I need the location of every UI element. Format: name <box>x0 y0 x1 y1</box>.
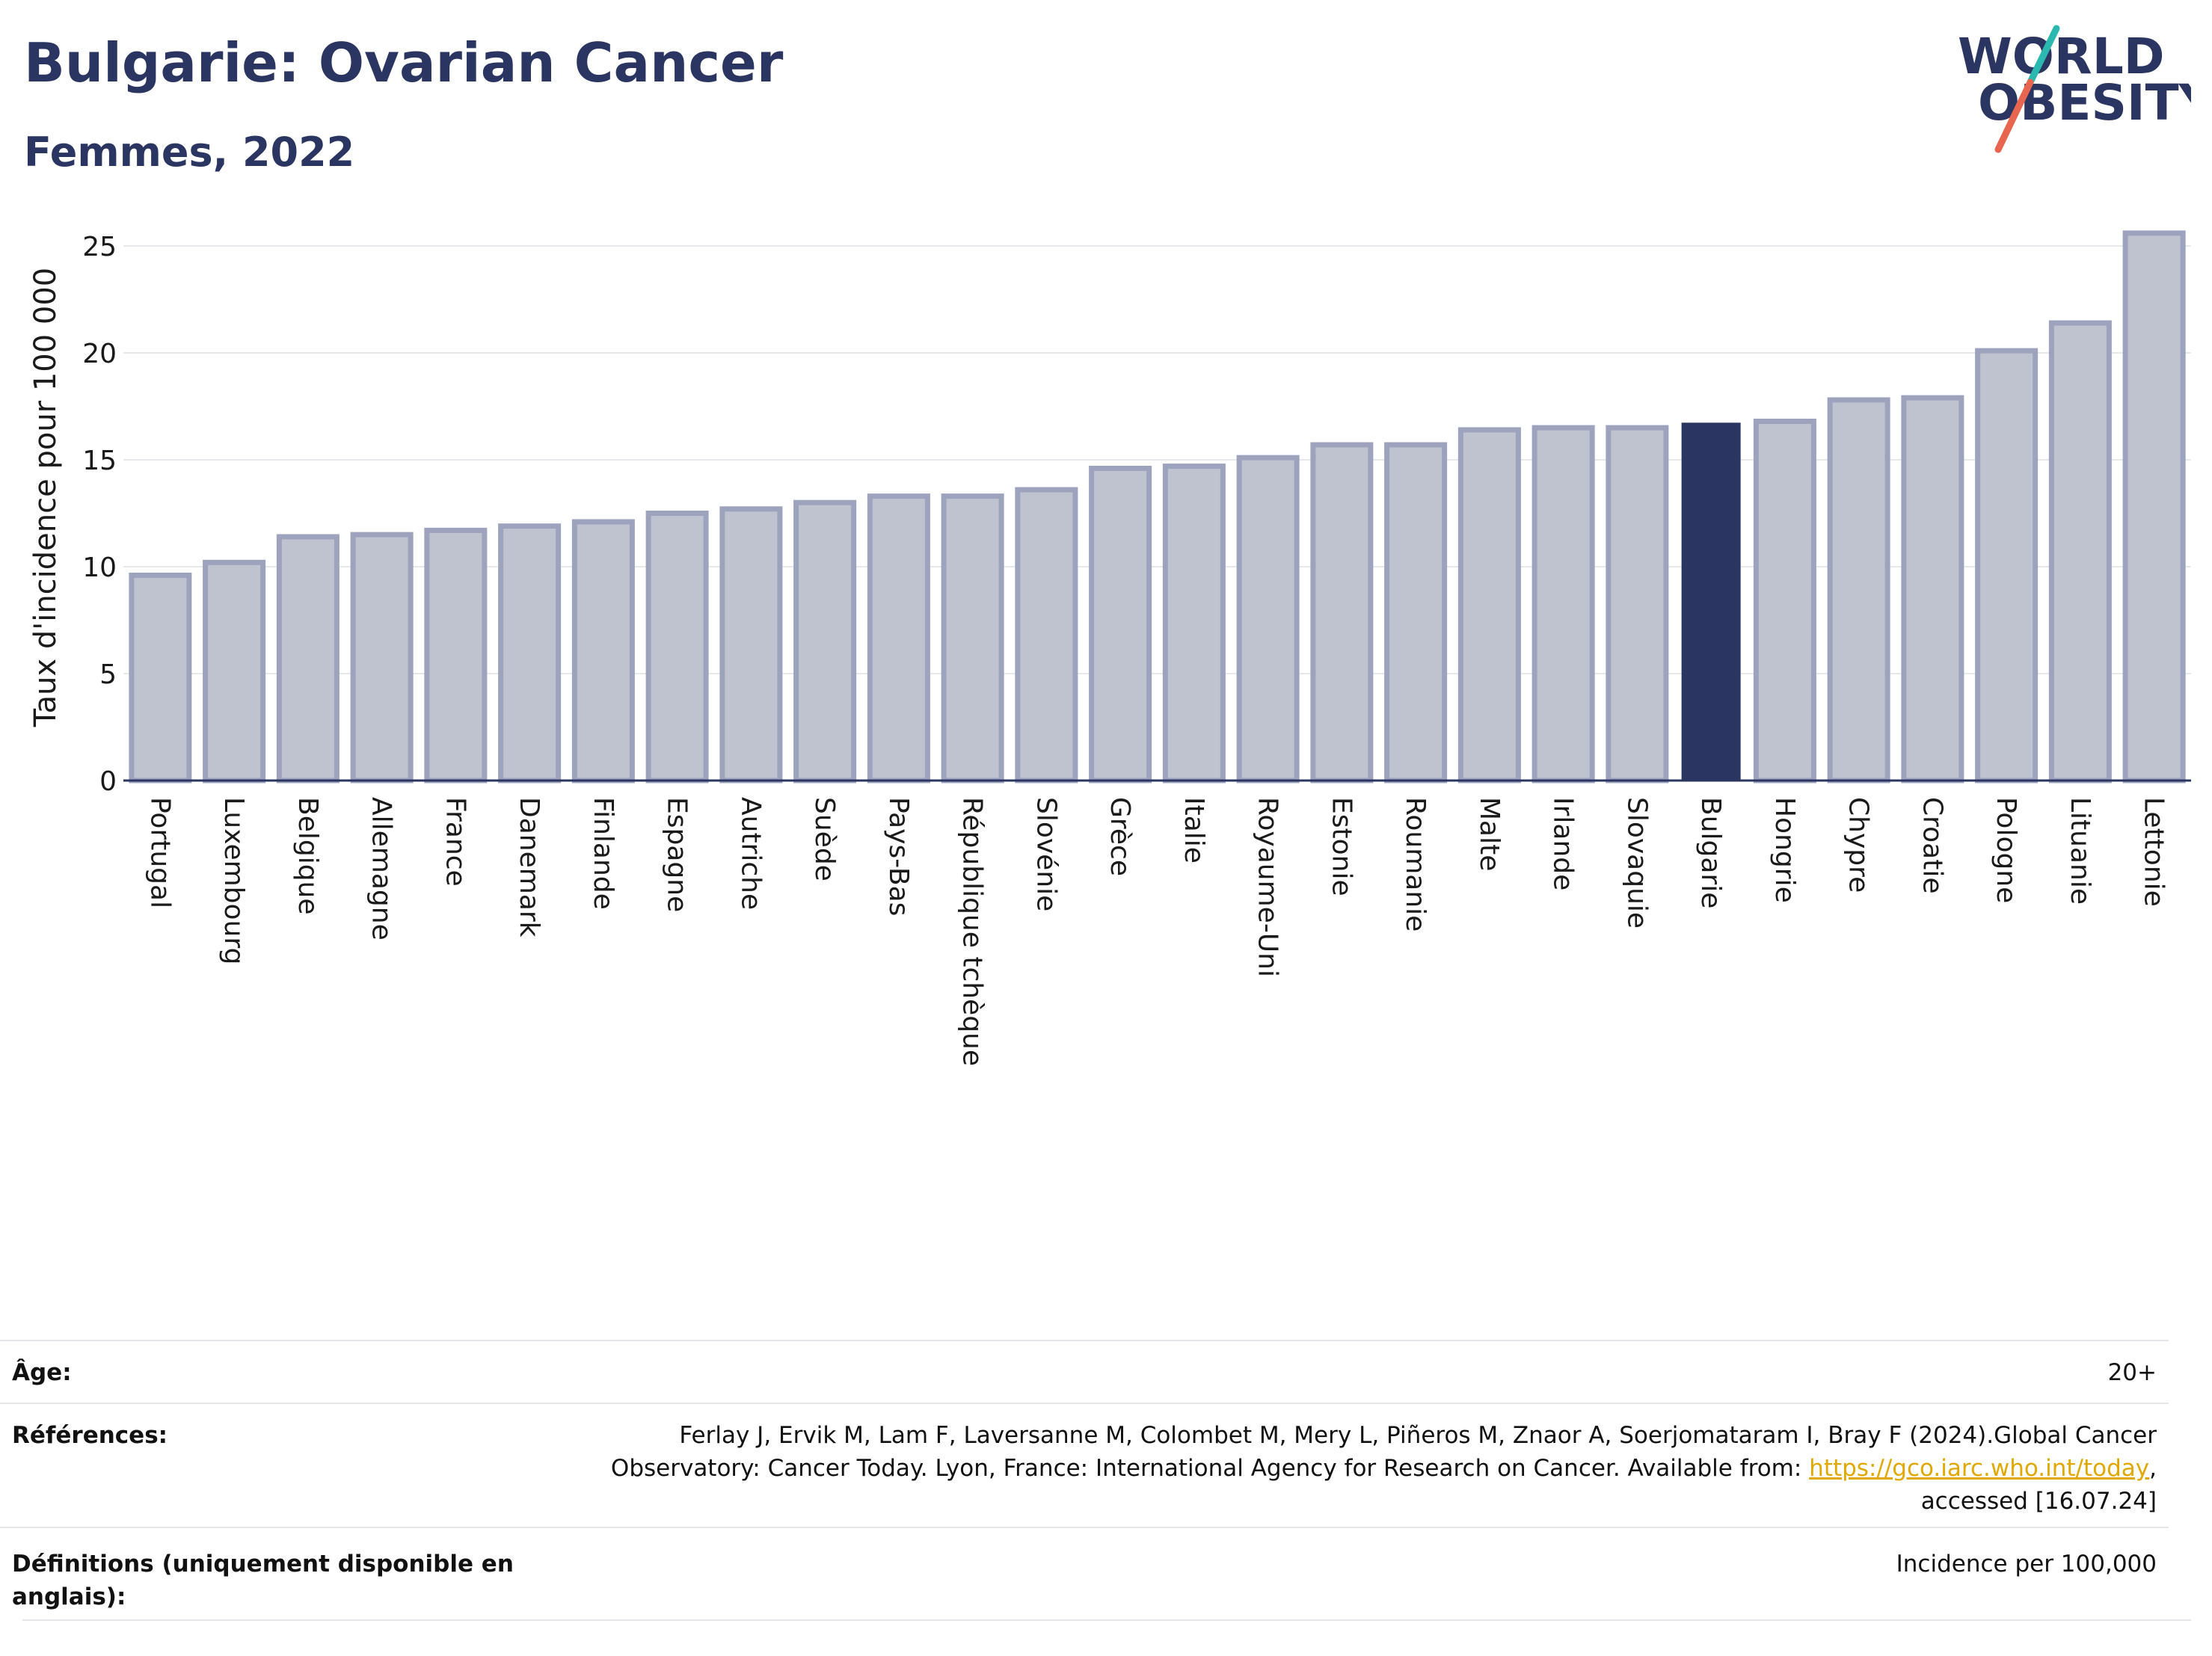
x-tick-label: Belgique <box>292 797 323 915</box>
y-tick-label: 0 <box>99 766 117 797</box>
x-tick-label: Roumanie <box>1400 797 1431 932</box>
bar-république-tchèque <box>941 493 1004 784</box>
axes: 0 5 10 15 20 25 Portugal Luxembourg Belgique Alle… <box>82 232 2191 1066</box>
references-line-1: Ferlay J, Ervik M, Lam F, Laversanne M, … <box>679 1422 2157 1449</box>
bar-grèce <box>1089 465 1152 784</box>
x-tick-label: Malte <box>1474 797 1505 871</box>
x-tick-label: Danemark <box>514 797 544 938</box>
bar-slovénie <box>1015 487 1078 784</box>
bar-slovaquie <box>1606 425 1669 784</box>
bar-chypre <box>1827 397 1890 784</box>
x-tick-label: Hongrie <box>1769 797 1800 903</box>
bar-estonie <box>1310 442 1374 784</box>
meta-bottom-divider <box>22 1619 2191 1621</box>
age-value: 20+ <box>2107 1359 2157 1386</box>
x-tick-label: Pays-Bas <box>883 797 914 916</box>
x-tick-label: Suède <box>809 797 840 881</box>
bar-allemagne <box>350 532 414 784</box>
age-label: Âge: <box>12 1359 72 1386</box>
y-tick-label: 15 <box>82 446 117 476</box>
x-tick-label: Italie <box>1179 797 1209 864</box>
x-tick-label: France <box>440 797 470 887</box>
x-tick-label: Luxembourg <box>218 797 249 964</box>
x-tick-label: Lettonie <box>2139 797 2169 907</box>
y-tick-label: 5 <box>99 659 117 690</box>
bar-italie <box>1162 464 1226 784</box>
bar-malte <box>1457 427 1521 784</box>
bar-pologne <box>1975 348 2039 784</box>
page-subtitle: Femmes, 2022 <box>24 129 355 176</box>
bar-france <box>424 527 488 784</box>
world-obesity-logo: WORLD OBESITY <box>1958 25 2191 153</box>
references-value: Ferlay J, Ervik M, Lam F, Laversanne M, … <box>586 1419 2157 1518</box>
y-axis-title: Taux d'incidence pour 100 000 <box>28 268 63 727</box>
bar-roumanie <box>1384 442 1448 784</box>
logo-line1: WORLD <box>1958 28 2165 85</box>
bar-royaume-uni <box>1236 455 1300 784</box>
bar-bulgarie <box>1681 422 1741 781</box>
x-tick-label: Chypre <box>1843 797 1874 893</box>
y-tick-label: 20 <box>82 339 117 369</box>
bar-hongrie <box>1753 419 1816 784</box>
bar-croatie <box>1901 395 1964 784</box>
x-tick-label: Finlande <box>588 797 618 910</box>
references-line-3: accessed [16.07.24] <box>1920 1488 2157 1515</box>
definitions-label: Définitions (uniquement disponible en an… <box>12 1551 514 1610</box>
y-tick-label: 10 <box>82 552 117 583</box>
bar-portugal <box>129 572 192 784</box>
x-tick-label: Espagne <box>662 797 692 912</box>
x-tick-label: Croatie <box>1917 797 1947 894</box>
bar-luxembourg <box>203 559 266 784</box>
logo-slash-bottom <box>1994 79 2034 153</box>
meta-row-definitions: Définitions (uniquement disponible en an… <box>0 1527 2169 1621</box>
x-tick-label: Autriche <box>735 797 766 910</box>
x-tick-label: Irlande <box>1548 797 1579 890</box>
x-tick-label: Slovénie <box>1030 797 1061 911</box>
bar-lettonie <box>2122 230 2186 784</box>
x-tick-label: Allemagne <box>366 797 397 941</box>
bar-pays-bas <box>867 493 930 784</box>
x-tick-label: Slovaquie <box>1621 797 1652 929</box>
logo-slash-top <box>2027 25 2060 86</box>
x-tick-label: Pologne <box>1991 797 2021 903</box>
x-tick-label: Bulgarie <box>1695 797 1726 908</box>
references-line-2-text: Observatory: Cancer Today. Lyon, France:… <box>610 1455 1810 1482</box>
bar-finlande <box>571 519 635 784</box>
x-tick-label: Portugal <box>144 797 175 908</box>
meta-row-age: Âge: 20+ <box>0 1340 2169 1404</box>
references-line-2: Observatory: Cancer Today. Lyon, France:… <box>586 1452 2157 1485</box>
y-tick-label: 25 <box>82 232 117 262</box>
page-title: Bulgarie: Ovarian Cancer <box>24 31 784 94</box>
bar-danemark <box>498 523 562 784</box>
bar-autriche <box>719 506 783 784</box>
bar-lituanie <box>2048 320 2112 784</box>
x-tick-label: Royaume-Uni <box>1253 797 1283 977</box>
bar-chart: 0 5 10 15 20 25 Portugal Luxembourg Belgique Alle… <box>28 230 2191 1066</box>
bar-espagne <box>645 511 709 784</box>
definitions-value: Incidence per 100,000 <box>1896 1551 2157 1577</box>
references-label: Références: <box>12 1422 168 1449</box>
meta-row-references: Références: Ferlay J, Ervik M, Lam F, La… <box>0 1403 2169 1528</box>
references-link[interactable]: https://gco.iarc.who.int/today <box>1809 1455 2150 1482</box>
bar-irlande <box>1531 425 1595 784</box>
bar-suède <box>793 499 857 784</box>
x-tick-label: République tchèque <box>957 797 988 1066</box>
x-tick-label: Grèce <box>1105 797 1135 876</box>
bar-belgique <box>276 534 340 784</box>
references-line-2-suffix: , <box>2149 1455 2157 1482</box>
x-tick-label: Estonie <box>1326 797 1357 896</box>
x-tick-label: Lituanie <box>2065 797 2095 905</box>
bars <box>129 230 2186 784</box>
